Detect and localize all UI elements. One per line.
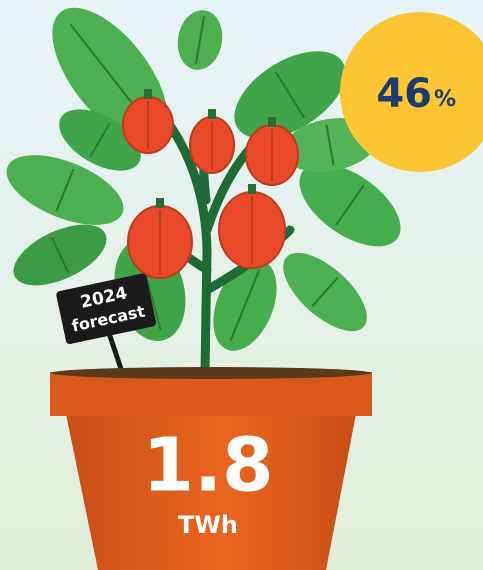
badge-unit: % xyxy=(434,87,456,112)
pepper-stem xyxy=(248,184,256,194)
pepper-stem xyxy=(268,117,276,127)
badge-value: 46 xyxy=(376,71,432,117)
pot-unit: TWh xyxy=(178,511,238,539)
soil xyxy=(51,367,371,379)
pot-value: 1.8 xyxy=(142,423,273,509)
pepper-stem xyxy=(144,89,152,99)
pepper-stem xyxy=(208,109,216,119)
infographic: 2024 forecast 1.8 TWh 46 % xyxy=(0,0,483,570)
page: 2024 forecast 1.8 TWh 46 % (() => { cons… xyxy=(0,0,483,570)
pepper-stem xyxy=(156,198,164,208)
